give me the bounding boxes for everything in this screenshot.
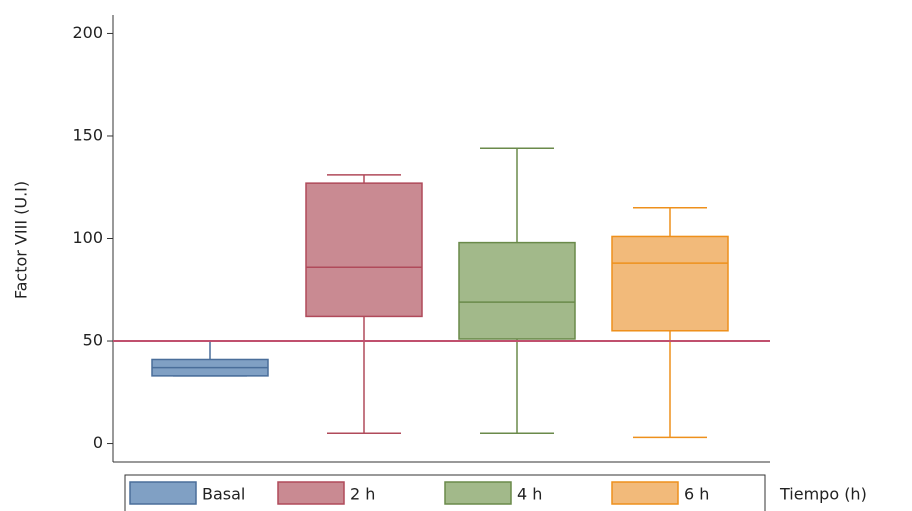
legend-swatch	[277, 481, 345, 505]
legend-label: 6 h	[684, 485, 709, 504]
y-tick-label: 150	[72, 125, 103, 144]
box	[305, 182, 423, 318]
legend-frame	[124, 474, 766, 511]
legend-swatch	[129, 481, 197, 505]
box	[458, 241, 576, 340]
y-axis-label: Factor VIII (U.I)	[12, 181, 31, 299]
legend-label: 2 h	[350, 485, 375, 504]
y-tick-label: 100	[72, 228, 103, 247]
box	[611, 235, 729, 332]
legend-swatch	[611, 481, 679, 505]
legend-label: Basal	[202, 485, 245, 504]
y-tick-label: 50	[83, 331, 103, 350]
legend-swatch	[444, 481, 512, 505]
y-tick-label: 200	[72, 23, 103, 42]
y-tick-label: 0	[93, 433, 103, 452]
legend-label: 4 h	[517, 485, 542, 504]
x-axis-label: Tiempo (h)	[779, 485, 867, 504]
